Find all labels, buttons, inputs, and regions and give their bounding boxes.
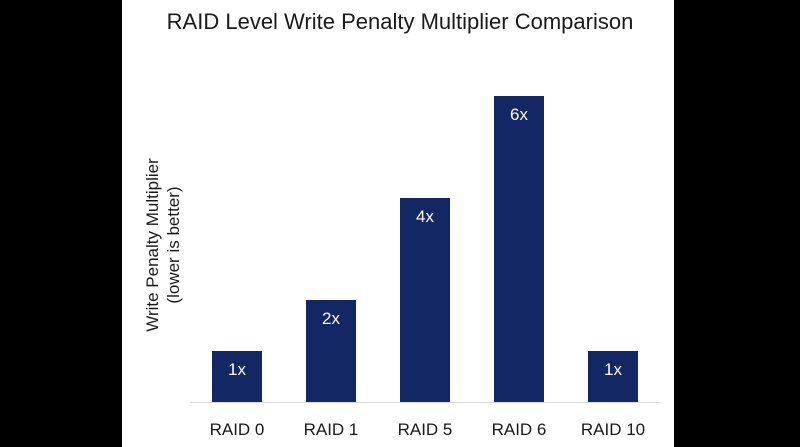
y-axis-label-line-2: (lower is better) — [164, 186, 183, 303]
x-tick-label: RAID 1 — [304, 420, 359, 439]
y-axis-label-line-1: Write Penalty Multiplier — [143, 158, 162, 332]
chart-title: RAID Level Write Penalty Multiplier Comp… — [167, 9, 634, 34]
y-axis-label: Write Penalty Multiplier (lower is bette… — [143, 158, 183, 332]
bar-raid-0 — [212, 351, 262, 402]
data-label: 1x — [604, 360, 622, 379]
x-tick-label: RAID 0 — [210, 420, 265, 439]
x-tick-label: RAID 5 — [398, 420, 453, 439]
bar-raid-1 — [306, 300, 356, 402]
x-tick-label: RAID 6 — [492, 420, 547, 439]
bars-group: 1x 2x 4x 6x 1x — [212, 96, 638, 402]
bar-raid-10 — [588, 351, 638, 402]
x-tick-label: RAID 10 — [581, 420, 645, 439]
data-label: 4x — [416, 207, 434, 226]
data-label: 1x — [228, 360, 246, 379]
x-axis-ticks: RAID 0 RAID 1 RAID 5 RAID 6 RAID 10 — [210, 420, 646, 439]
data-label: 2x — [322, 309, 340, 328]
bar-raid-6 — [494, 96, 544, 402]
bar-raid-5 — [400, 198, 450, 402]
data-label: 6x — [510, 105, 528, 124]
